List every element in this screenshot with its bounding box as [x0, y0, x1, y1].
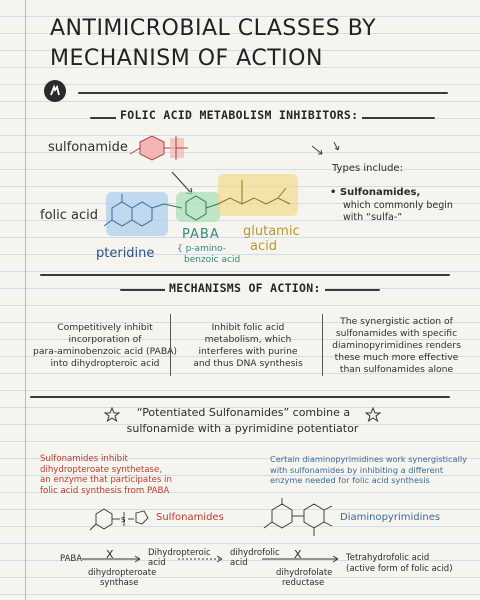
potentiated-line-2: sulfonamide with a pyrimidine potentiato… [126, 422, 359, 435]
pathway-paba: PABA [60, 554, 83, 564]
pathway-dihydropteroic-1: Dihydropteroic [148, 548, 211, 558]
pathway-dihydrofolic-1: dihydrofolic [230, 548, 280, 558]
mechanism-2-line: and thus DNA synthesis [193, 358, 303, 369]
folic-acid-label: folic acid [40, 208, 99, 223]
struct-s-label: S [121, 516, 126, 524]
mechanism-column-1: Competitively inhibit incorporation of p… [30, 322, 180, 370]
paba-label: PABA [182, 227, 220, 242]
title-line-2: MECHANISM OF ACTION [50, 46, 323, 71]
folic-acid-structure-diagram [103, 135, 298, 236]
mechanism-3-line: than sulfonamides alone [339, 364, 454, 375]
mechanism-2-line: interferes with purine [198, 346, 298, 357]
sulfonamide-note-line: dihydropteroate synthetase, [40, 464, 163, 475]
glutamic-acid-structure [217, 174, 298, 216]
diaminopyrimidines-label: Diaminopyrimidines [340, 512, 441, 523]
types-item-line-3: with “sulfa-” [343, 212, 403, 223]
column-divider-2 [322, 314, 323, 376]
brand-logo-icon [44, 80, 66, 102]
sulfonamide-note-line: an enzyme that participates in [40, 475, 172, 485]
pteridine-structure [103, 192, 168, 236]
pathway-tetrahydrofolic-2: (active form of folic acid) [346, 564, 453, 574]
block-x-2: X [294, 548, 302, 561]
section1-bottom-divider [40, 274, 450, 276]
mechanism-3-line: The synergistic action of [340, 316, 453, 327]
pathway-tetrahydrofolic-1: Tetrahydrofolic acid [346, 553, 430, 563]
block-x-1: X [106, 548, 114, 561]
mechanism-3-line: sulfonamides with specific [335, 328, 458, 339]
sulfonamide-label: sulfonamide [48, 140, 128, 155]
enzyme-2-line-2: reductase [282, 578, 325, 588]
types-include-title: Types include: [332, 163, 403, 174]
paba-sub-2: benzoic acid [184, 255, 241, 265]
types-item-line-2: which commonly begin [343, 200, 453, 211]
paba-sub-1: { p-amino- [177, 244, 226, 254]
sulfonamides-label: Sulfonamides [156, 512, 224, 523]
mechanism-1-line: incorporation of [68, 334, 142, 345]
section2-heading: MECHANISMS OF ACTION: [165, 281, 325, 295]
section2-bottom-divider [30, 396, 450, 398]
glutamic-label-2: acid [250, 239, 277, 254]
sulfonamide-structure [129, 135, 188, 161]
title-line-1: ANTIMICROBIAL CLASSES BY [50, 16, 377, 41]
star-icon-left [104, 407, 120, 423]
mechanism-2-line: Inhibit folic acid [211, 322, 285, 333]
header-divider [78, 92, 448, 94]
mechanism-1-line: Competitively inhibit [57, 322, 153, 333]
diaminopyrimidine-note: Certain diaminopyrimidines work synergis… [270, 454, 475, 486]
pathway-arrow-2 [178, 555, 223, 563]
pathway-arrow-1 [82, 555, 141, 563]
diaminopyrimidine-note-line: with sulfonamides by inhibiting a differ… [270, 464, 444, 475]
diaminopyrimidine-structure [263, 498, 333, 536]
paba-structure [163, 192, 220, 222]
enzyme-1-line-1: dihydropteroate [88, 568, 157, 578]
sulfonamide-small-structure: S [89, 508, 149, 531]
sulfonamide-note-line: Sulfonamides inhibit [40, 454, 128, 464]
diaminopyrimidine-note-line: Certain diaminopyrimidines work synergis… [270, 454, 467, 464]
mechanism-column-2: Inhibit folic acid metabolism, which int… [178, 322, 318, 370]
potentiated-line-1: “Potentiated Sulfonamides” combine a [136, 406, 351, 419]
mechanism-3-line: these much more effective [334, 352, 459, 363]
column-divider-1 [170, 314, 171, 376]
pathway-dihydrofolic-2: acid [230, 558, 248, 568]
glutamic-label-1: glutamic [243, 224, 300, 239]
sulfonamide-note-line: folic acid synthesis from PABA [40, 485, 170, 496]
enzyme-1-line-2: synthase [100, 578, 139, 588]
enzyme-2-line-1: dihydrofolate [276, 568, 333, 578]
sulfonamide-note: Sulfonamides inhibit dihydropteroate syn… [40, 454, 230, 496]
mechanism-1-line: into dihydropteroic acid [50, 358, 160, 369]
star-icon-right [365, 407, 381, 423]
mechanism-2-line: metabolism, which [204, 334, 292, 345]
pathway-arrow-3 [262, 555, 339, 563]
mechanism-1-line: para-aminobenzoic acid (PABA) [32, 346, 178, 357]
reaction-arrow-icon [171, 171, 193, 195]
diaminopyrimidine-note-line: enzyme needed for folic acid synthesis [270, 475, 430, 485]
pathway-dihydropteroic-2: acid [148, 558, 166, 568]
types-item-bold: • Sulfonamides, [330, 187, 421, 198]
section1-heading: FOLIC ACID METABOLISM INHIBITORS: [116, 108, 363, 122]
pteridine-label: pteridine [96, 246, 155, 261]
mechanism-3-line: diaminopyrimidines renders [332, 340, 461, 351]
mechanism-column-3: The synergistic action of sulfonamides w… [324, 316, 469, 376]
page-title: ANTIMICROBIAL CLASSES BY MECHANISM OF AC… [50, 14, 450, 74]
arrow-doodles-icon [311, 141, 340, 155]
